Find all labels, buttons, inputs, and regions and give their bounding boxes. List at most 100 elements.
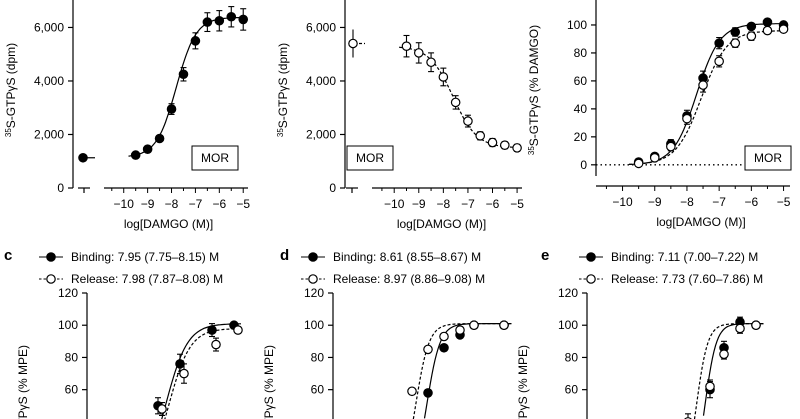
annotation-label: MOR [356,151,384,165]
data-point [130,150,141,160]
data-point [154,133,165,144]
legend-label: Binding: 7.11 (7.00–7.22) M [611,250,758,264]
y-axis-label: GTPγS (% MPE) [516,345,530,419]
legend-item: Binding: 7.95 (7.75–8.15) M [39,250,219,264]
y-tick-label: 6,000 [34,20,64,34]
data-point [762,25,773,36]
fit-curve [164,328,241,419]
data-point [735,323,745,334]
data-point [142,144,153,155]
legend-item: Binding: 7.11 (7.00–7.22) M [579,250,758,264]
data-point [190,36,201,46]
x-tick-label: −8 [437,197,451,211]
chart-panel-3: 0 20 40 60 80 100 35S-GTPγS (% DAMGO) −10 −9 −8 −7… [527,0,792,229]
x-tick-label: −6 [486,197,500,211]
legend-marker [308,274,318,284]
y-tick-label: 4,000 [34,74,64,88]
data-point [730,27,741,37]
data-point [426,57,436,68]
x-axis-label: log[DAMGO (M)] [656,215,745,229]
y-axis-label: GTPγS (% MPE) [16,345,30,419]
series-release [684,320,764,419]
chart-panel-2: 0 2,000 4,000 6,000 35S-GTPγS (dpm) −10 −9 −8 −7… [276,0,524,231]
fit-curve [399,46,518,148]
y-tick-label: 120 [558,286,578,300]
y-tick-label: 0 [329,181,336,195]
data-point [450,97,461,108]
data-point [413,48,424,58]
y-axis-label: 35S-GTPγS (% DAMGO) [527,25,542,155]
legend-label: Release: 7.98 (7.87–8.08) M [71,272,223,286]
data-point [238,14,249,25]
x-tick-label: −5 [510,197,524,211]
series-binding [423,320,512,419]
annotation-label: MOR [754,151,782,165]
data-point [682,113,692,124]
series-binding [153,320,241,419]
legend-item: Release: 7.73 (7.60–7.86) M [579,272,763,286]
basal-point [348,38,358,49]
y-axis-label: 35S-GTPγS (dpm) [276,43,291,137]
data-point [455,325,465,335]
data-point [698,80,708,90]
data-point [179,368,189,379]
x-tick-label: −8 [165,197,179,211]
y-tick-label: 2,000 [34,127,64,141]
y-tick-label: 80 [65,350,79,364]
x-tick-label: −7 [712,195,726,209]
data-point [214,15,225,26]
y-tick-label: 6,000 [306,20,336,34]
y-tick-label: 60 [311,383,325,397]
data-point [746,21,757,32]
data-point [423,388,433,398]
data-point [487,137,498,148]
y-tick-label: 2,000 [306,127,336,141]
x-tick-label: −10 [384,197,405,211]
fit-curve [412,323,512,419]
x-tick-label: −9 [648,195,662,209]
x-tick-label: −9 [141,197,155,211]
data-point [499,320,509,331]
data-point [705,381,715,392]
data-point [633,158,644,169]
data-point [439,331,449,342]
data-point [751,320,761,331]
y-tick-label: 4,000 [306,74,336,88]
annotation-label: MOR [201,151,229,165]
y-tick-label: 20 [574,130,588,144]
y-tick-label: 0 [57,181,64,195]
data-point [730,38,741,48]
y-axis-label: 35S-GTPγS (dpm) [4,43,19,137]
fit-curve [628,30,784,165]
panel-letter: d [280,247,289,264]
legend-marker [586,274,596,284]
data-point [211,339,221,350]
series-release [628,24,789,169]
data-point [438,72,449,82]
x-tick-label: −5 [777,195,791,209]
annotation-box [191,145,239,171]
legend-item: Binding: 8.61 (8.55–8.67) M [301,250,481,264]
legend-marker [46,252,56,262]
data-point [719,349,729,360]
data-point [226,11,237,22]
y-tick-label: 100 [304,318,324,332]
fit-curve [161,323,241,419]
x-tick-label: −8 [680,195,694,209]
data-point [463,116,473,126]
y-tick-label: 80 [311,350,325,364]
chart-panel-6: 60 80 100 120 GTPγS (% MPE) e Binding: 7.11 (7… [516,247,764,419]
legend-marker [46,274,56,284]
y-tick-label: 60 [565,383,579,397]
x-axis-label: log[DAMGO (M)] [124,217,213,231]
data-point [202,17,213,27]
x-tick-label: −5 [236,197,250,211]
x-tick-label: −6 [212,197,226,211]
data-point [499,140,510,150]
y-axis-label: GTPγS (% MPE) [262,345,276,419]
legend-label: Release: 8.97 (8.86–9.08) M [333,272,485,286]
fit-curve [423,323,512,419]
data-point [157,404,167,414]
legend-marker [586,252,596,262]
